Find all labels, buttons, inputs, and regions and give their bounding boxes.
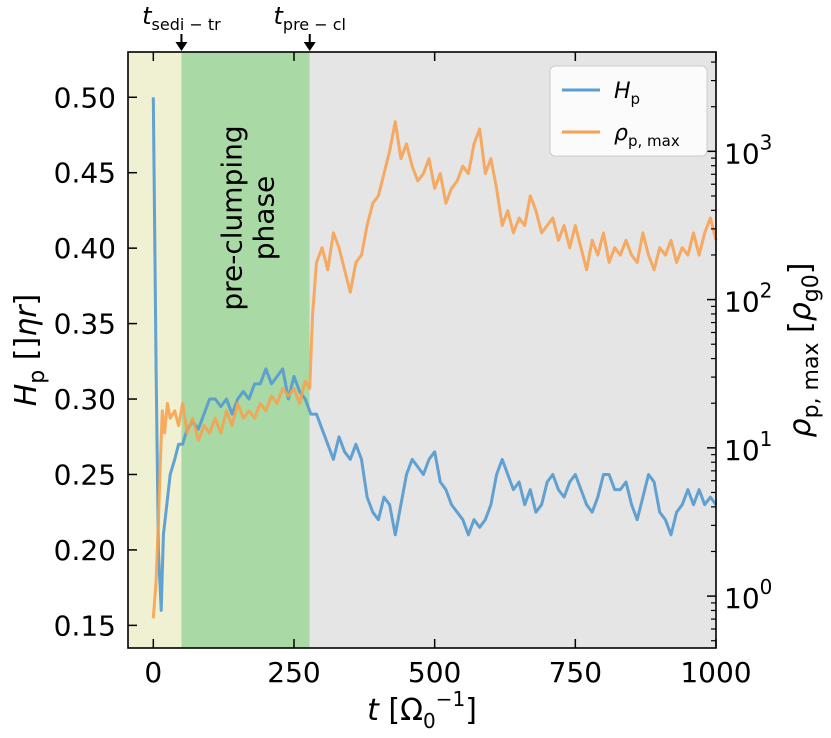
- x-tick-label: 0: [144, 656, 162, 689]
- y-left-tick-label: 0.15: [54, 609, 116, 642]
- y-right-tick-label: 101: [724, 427, 772, 467]
- data-series: [151, 97, 718, 619]
- marker-arrow-head: [175, 42, 188, 51]
- x-tick-label: 500: [408, 656, 461, 689]
- series-line-H_p: [151, 97, 718, 612]
- y-left-axis-title: Hp []ηr]: [9, 294, 50, 407]
- marker-arrow-head: [303, 42, 316, 51]
- y-right-tick-label: 102: [724, 279, 772, 319]
- y-left-tick-label: 0.20: [54, 534, 116, 567]
- legend-label: ρp, max: [614, 121, 680, 150]
- x-axis-title: t [Ω0−1]: [367, 687, 477, 733]
- marker-label: tpre − cl: [274, 2, 346, 34]
- legend-label: Hp: [614, 79, 640, 108]
- region-pre-clumping: [181, 52, 310, 648]
- y-left-tick-label: 0.45: [54, 157, 116, 190]
- x-tick-label: 1000: [680, 656, 751, 689]
- y-left-tick-label: 0.25: [54, 458, 116, 491]
- y-right-axis-title: ρp, max [ρg0]: [783, 263, 824, 438]
- y-left-tick-label: 0.40: [54, 232, 116, 265]
- y-left-tick-label: 0.30: [54, 383, 116, 416]
- y-right-tick-label: 100: [724, 575, 772, 615]
- x-tick-label: 750: [549, 656, 602, 689]
- phase-regions: [128, 52, 716, 648]
- series-line-rho_p_max: [151, 120, 718, 619]
- annotations: t [Ω0−1] Hp []ηr] ρp, max [ρg0] pre-clumpin…: [9, 2, 824, 733]
- legend: Hp ρp, max: [549, 65, 708, 157]
- y-left-tick-label: 0.50: [54, 81, 116, 114]
- x-tick-label: 250: [267, 656, 320, 689]
- marker-label: tsedi − tr: [142, 2, 221, 34]
- y-left-tick-label: 0.35: [54, 308, 116, 341]
- phase-label: pre-clumpingphase: [216, 125, 281, 310]
- y-right-tick-label: 103: [724, 130, 772, 170]
- plot-frame: [127, 51, 717, 649]
- axis-ticks: 0 250 500 750 1000 0.15 0.20 0.25 0.30 0.35 0.40 0.…: [54, 52, 772, 689]
